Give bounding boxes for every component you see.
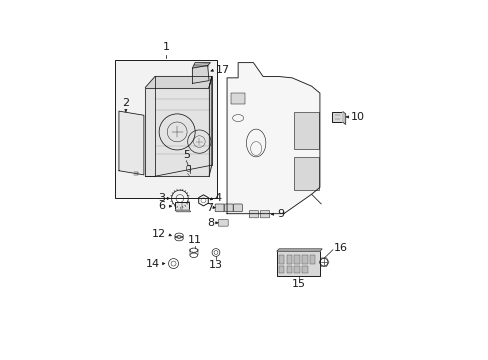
Bar <box>276 251 319 276</box>
Bar <box>286 255 292 264</box>
Bar <box>294 255 299 264</box>
Text: 9: 9 <box>276 209 284 219</box>
Text: 2: 2 <box>122 98 128 108</box>
FancyBboxPatch shape <box>233 204 242 212</box>
Text: 3: 3 <box>158 193 165 203</box>
Bar <box>175 202 189 210</box>
Bar <box>115 60 217 198</box>
Text: 8: 8 <box>206 218 214 228</box>
Bar <box>302 255 307 264</box>
Text: 5: 5 <box>183 150 189 160</box>
Polygon shape <box>276 249 322 251</box>
Text: 1: 1 <box>162 42 169 52</box>
Text: 15: 15 <box>291 279 305 289</box>
Bar <box>294 266 299 273</box>
Text: 13: 13 <box>208 260 223 270</box>
Bar <box>293 157 318 190</box>
Bar <box>309 255 315 264</box>
FancyBboxPatch shape <box>215 204 224 212</box>
FancyBboxPatch shape <box>260 211 269 218</box>
Polygon shape <box>226 63 319 214</box>
Polygon shape <box>192 63 210 68</box>
Polygon shape <box>175 210 190 212</box>
Bar <box>293 112 318 149</box>
Text: 12: 12 <box>152 229 166 239</box>
Polygon shape <box>145 87 208 176</box>
Text: 17: 17 <box>216 64 230 75</box>
FancyBboxPatch shape <box>218 220 228 226</box>
Bar <box>332 112 342 122</box>
Bar <box>231 93 244 104</box>
FancyBboxPatch shape <box>249 211 258 218</box>
Bar <box>286 266 292 273</box>
Text: 14: 14 <box>145 258 160 269</box>
Polygon shape <box>119 111 143 175</box>
Text: 4: 4 <box>214 193 221 203</box>
Polygon shape <box>208 76 211 176</box>
Polygon shape <box>192 66 208 84</box>
Text: 7: 7 <box>206 203 213 212</box>
Polygon shape <box>145 76 211 87</box>
FancyBboxPatch shape <box>224 204 233 212</box>
Bar <box>278 255 284 264</box>
Bar <box>302 266 307 273</box>
Text: 10: 10 <box>350 112 364 122</box>
Bar <box>278 266 284 273</box>
Text: 6: 6 <box>158 201 165 211</box>
Text: 11: 11 <box>187 235 201 245</box>
Polygon shape <box>342 112 345 125</box>
Text: 16: 16 <box>333 243 347 253</box>
